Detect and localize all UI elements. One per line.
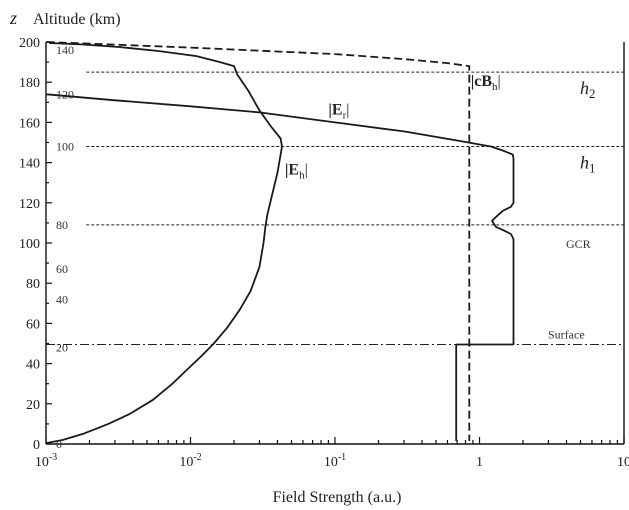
- inner-scale-label: 120: [56, 87, 74, 101]
- inner-scale-label: 100: [56, 140, 74, 154]
- y-axis-ticks: 0 20 40 60 80 100 120 140 160 180 200: [19, 36, 52, 453]
- x-tick-label: 10-1: [324, 452, 346, 470]
- x-axis-ticks: 10-3 10-2 10-1 1 10: [35, 437, 629, 470]
- x-tick-label: 10-3: [35, 452, 57, 470]
- series-label: |cBh|: [471, 73, 501, 93]
- inner-scale: 0 20 40 60 80 100 120 140: [56, 43, 74, 451]
- series-line: [46, 42, 283, 444]
- y-tick-label: 0: [33, 438, 40, 453]
- y-tick-label: 180: [19, 76, 40, 91]
- y-axis-title: z Altitude (km): [9, 8, 121, 28]
- y-tick-label: 100: [19, 237, 40, 252]
- series-line: [46, 93, 515, 345]
- reference-label: h1: [580, 153, 596, 176]
- y-tick-label: 120: [19, 197, 40, 212]
- y-tick-label: 140: [19, 157, 40, 172]
- y-tick-label: 40: [26, 358, 40, 373]
- y-tick-label: 60: [26, 317, 40, 332]
- reference-label: h2: [580, 78, 596, 101]
- series-label: |Eh|: [285, 162, 308, 182]
- y-tick-label: 200: [19, 36, 40, 51]
- inner-scale-label: 0: [56, 437, 62, 451]
- inner-scale-label: 20: [56, 341, 68, 355]
- y-axis-label: Altitude (km): [33, 11, 121, 28]
- series-lines: [46, 41, 515, 444]
- inner-scale-label: 140: [56, 43, 74, 57]
- y-axis-symbol: z: [9, 8, 17, 28]
- series-label: |Er|: [328, 101, 349, 121]
- x-axis-label: Field Strength (a.u.): [273, 489, 402, 506]
- x-tick-label: 10: [617, 455, 629, 470]
- inner-scale-label: 60: [56, 262, 68, 276]
- inner-scale-label: 40: [56, 292, 68, 306]
- inner-scale-label: 80: [56, 218, 68, 232]
- series-labels: |Er| |Eh| |cBh|: [285, 73, 501, 181]
- y-tick-label: 160: [19, 116, 40, 131]
- y-tick-label: 20: [26, 398, 40, 413]
- series-line: [46, 41, 471, 441]
- x-tick-label: 1: [476, 455, 483, 470]
- x-tick-label: 10-2: [179, 452, 201, 470]
- reference-label: GCR: [566, 237, 591, 251]
- reference-label: Surface: [548, 328, 585, 342]
- y-tick-label: 80: [26, 277, 40, 292]
